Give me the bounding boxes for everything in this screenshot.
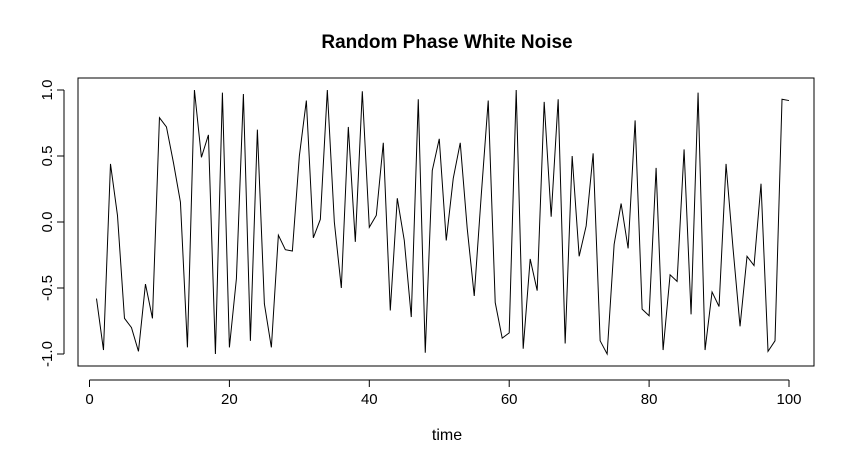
x-tick-label: 60 xyxy=(501,391,518,408)
x-tick-label: 80 xyxy=(641,391,658,408)
plot-frame xyxy=(77,77,815,367)
y-tick-label: 0.0 xyxy=(39,212,56,233)
x-axis: 0 20 40 60 80 100 xyxy=(85,379,802,408)
y-tick-label: 0.5 xyxy=(39,146,56,167)
y-tick-label: -0.5 xyxy=(39,275,56,301)
x-tick-label: 100 xyxy=(776,391,801,408)
series-line xyxy=(96,89,790,356)
x-tick-label: 20 xyxy=(221,391,238,408)
x-tick-label: 40 xyxy=(361,391,378,408)
y-tick-label: 1.0 xyxy=(39,80,56,101)
x-tick-label: 0 xyxy=(85,391,93,408)
y-tick-label: -1.0 xyxy=(39,341,56,367)
y-axis: -1.0 -0.5 0.0 0.5 1.0 xyxy=(39,80,65,367)
x-axis-label: time xyxy=(432,427,462,444)
chart-title: Random Phase White Noise xyxy=(321,32,572,53)
